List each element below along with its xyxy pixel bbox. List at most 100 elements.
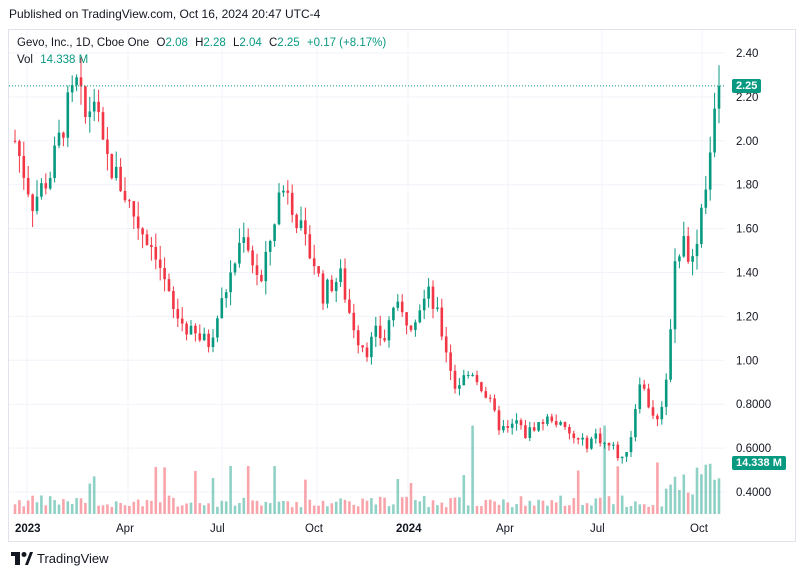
volume-bar (669, 484, 672, 514)
candle-body (295, 214, 298, 229)
candle-body (695, 243, 699, 257)
chart-frame (8, 29, 796, 542)
legend-open-label: O (156, 37, 166, 49)
volume-bar (642, 504, 646, 514)
volume-bar (493, 501, 496, 514)
legend-high: 2.28 (203, 37, 226, 49)
volume-bar (273, 466, 276, 514)
legend-close-label: C (268, 37, 278, 49)
legend-symbol: Gevo, Inc., 1D, Cboe One (17, 37, 150, 49)
volume-bar (172, 497, 175, 514)
volume-bar (295, 502, 298, 514)
candle-body (158, 259, 162, 268)
candle-body (691, 256, 694, 262)
candle-body (449, 352, 452, 371)
candle-body (242, 237, 246, 243)
volume-bar (13, 504, 17, 514)
volume-bar (444, 507, 448, 514)
candle-body (246, 237, 250, 251)
candle-body (629, 437, 633, 453)
candle-body (40, 183, 43, 197)
volume-bar (541, 500, 545, 514)
volume-bar (713, 479, 716, 514)
legend-high-label: H (195, 37, 204, 49)
volume-bar (238, 503, 241, 514)
volume-bar (75, 498, 78, 514)
volume-bar (348, 501, 351, 514)
volume-bar (559, 495, 562, 514)
volume-bar (277, 501, 281, 514)
candle-body (260, 274, 263, 282)
candle-body (444, 336, 448, 353)
volume-bar (339, 498, 342, 514)
volume-bar (361, 498, 364, 514)
footer-brand[interactable]: TradingView (11, 551, 109, 566)
time-tick-label: Oct (305, 523, 324, 535)
volume-bar (651, 505, 655, 514)
volume-bar (22, 506, 26, 514)
volume-bar (396, 479, 400, 514)
candle-body (79, 77, 83, 87)
volume-bar (304, 479, 307, 514)
volume-bar (97, 505, 100, 514)
candle-body (224, 292, 228, 299)
volume-bar (48, 496, 52, 514)
time-tick-label: 2024 (396, 523, 422, 535)
volume-bar (378, 496, 382, 514)
legend: Gevo, Inc., 1D, Cboe One O2.08 H2.28 L2.… (17, 35, 390, 69)
volume-bar (392, 504, 395, 514)
candle-body (392, 307, 395, 321)
volume-bar (422, 495, 426, 514)
volume-bar (154, 467, 158, 514)
candle-body (616, 444, 620, 459)
candle-body (405, 312, 408, 326)
volume-bar (576, 470, 580, 514)
volume-bar (568, 505, 571, 514)
candle-body (418, 310, 422, 323)
candle-body (207, 333, 210, 347)
volume-bar (717, 478, 721, 514)
candle-body (471, 375, 474, 377)
volume-bar (510, 507, 514, 514)
volume-bar (418, 501, 422, 514)
candle-body (290, 192, 294, 215)
volume-bar (242, 497, 246, 514)
candle-body (647, 388, 650, 408)
volume-bar (290, 507, 294, 514)
candle-body (255, 265, 259, 275)
candle-body (348, 299, 351, 313)
candle-body (57, 132, 61, 146)
volume-bar (343, 499, 347, 514)
volume-bar (321, 500, 325, 514)
candle-body (304, 220, 307, 235)
volume-bar (616, 466, 620, 514)
volume-bar (233, 505, 237, 514)
candle-body (686, 236, 690, 262)
time-tick-label: 2023 (15, 523, 41, 535)
candle-body (510, 423, 514, 428)
candle-body (383, 338, 386, 341)
candle-body (422, 298, 426, 311)
candle-body (453, 370, 457, 389)
volume-bar (700, 474, 703, 514)
candle-body (374, 325, 378, 337)
volume-bar (488, 499, 492, 514)
volume-bar (141, 506, 144, 514)
candle-body (202, 333, 206, 341)
volume-bar (57, 504, 61, 514)
candle-body (625, 452, 628, 457)
candle-body (106, 139, 109, 155)
volume-bar (70, 504, 74, 514)
candle-body (189, 325, 193, 335)
volume-bar (660, 506, 664, 514)
volume-bar (594, 498, 598, 514)
candle-body (488, 397, 492, 399)
legend-low-label: L (232, 37, 240, 49)
candle-body (128, 200, 131, 202)
candle-body (466, 375, 470, 377)
tradingview-logo-icon (11, 552, 33, 565)
candle-body (352, 312, 356, 331)
volume-bar (163, 467, 166, 514)
volume-bar (414, 499, 417, 514)
